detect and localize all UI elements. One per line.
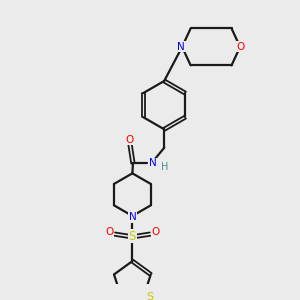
Text: O: O xyxy=(125,135,134,145)
Text: O: O xyxy=(152,227,160,237)
Text: N: N xyxy=(149,158,157,168)
Text: N: N xyxy=(177,42,185,52)
Text: O: O xyxy=(237,42,245,52)
Text: N: N xyxy=(128,212,136,222)
Text: S: S xyxy=(146,292,154,300)
Text: S: S xyxy=(129,230,136,243)
Text: O: O xyxy=(105,227,113,237)
Text: H: H xyxy=(160,162,168,172)
